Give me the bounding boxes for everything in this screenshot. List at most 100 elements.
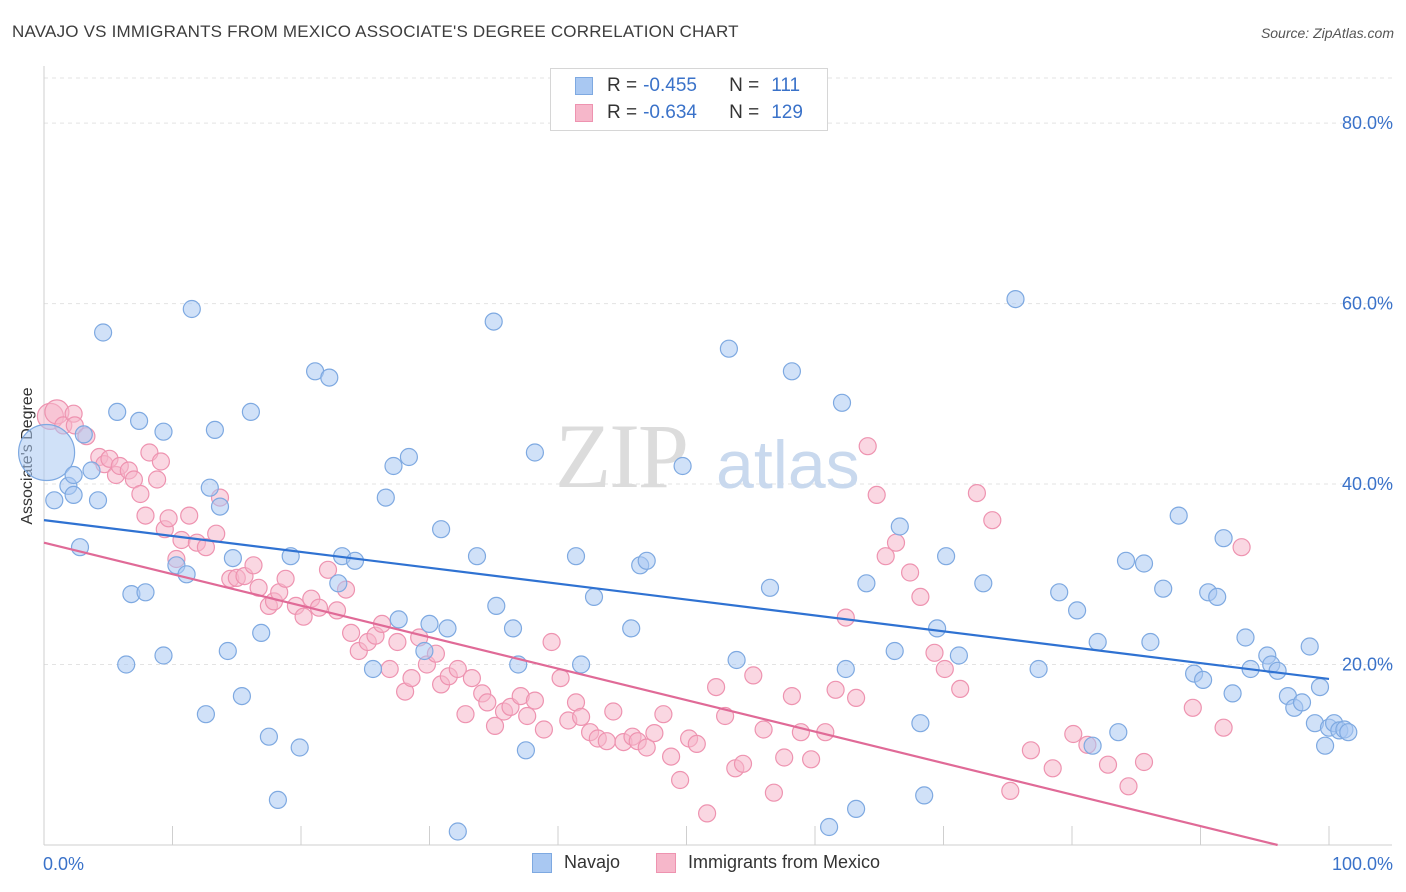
navajo-point [376, 488, 395, 507]
mexico-point [534, 720, 554, 739]
mexico-point [754, 720, 773, 739]
navajo-point [196, 705, 215, 724]
watermark-zip: ZIP [555, 405, 687, 507]
legend-r-label: R = [607, 75, 638, 96]
mexico-point [294, 607, 313, 626]
mexico-point [983, 511, 1002, 530]
legend-n-label: N = [729, 75, 760, 96]
navajo-point [819, 817, 839, 837]
y-tick-label: 80.0% [1342, 113, 1393, 133]
navajo-point [210, 497, 230, 516]
navajo-point [1067, 601, 1087, 620]
legend-n-value-mexico: 129 [771, 102, 803, 123]
mexico-point [935, 659, 954, 679]
mexico-point [276, 569, 295, 588]
mexico-point [462, 668, 481, 688]
mexico-point [485, 716, 505, 736]
legend-n-value-navajo: 111 [771, 75, 801, 96]
navajo-point [363, 659, 383, 679]
y-tick-label: 40.0% [1342, 474, 1393, 494]
navajo-point [1154, 579, 1173, 598]
mexico-point [706, 677, 726, 697]
navajo-point [487, 596, 506, 616]
mexico-point [1119, 777, 1138, 796]
legend-item-mexico[interactable]: Immigrants from Mexico [656, 852, 880, 873]
navajo-point [760, 578, 780, 597]
mexico-point [148, 470, 167, 489]
navajo-point [467, 547, 487, 566]
navajo-point [584, 587, 604, 607]
navajo-point [1339, 723, 1358, 742]
legend-r-label: R = [607, 102, 638, 123]
navajo-point [64, 485, 83, 504]
navajo-point [516, 741, 536, 760]
navajo-point [525, 443, 545, 462]
watermark-atlas: atlas [716, 427, 860, 503]
navajo-trend-line [43, 519, 1330, 681]
navajo-point [1315, 736, 1335, 755]
navajo-point [1169, 506, 1188, 525]
navajo-point [154, 422, 173, 441]
navajo-point [232, 686, 251, 706]
stats-legend: R = -0.455 N = 111 R = -0.634 N = 129 [550, 68, 828, 131]
navajo-point [384, 456, 403, 476]
navajo-point [88, 491, 108, 510]
mexico-point [1183, 698, 1202, 717]
navajo-point [832, 393, 852, 412]
mexico-point [1064, 724, 1083, 744]
navajo-point [200, 478, 219, 497]
trend-lines [43, 519, 1330, 847]
mexico-point [604, 702, 623, 721]
y-tick-label: 60.0% [1342, 294, 1393, 314]
mexico-point [1232, 538, 1251, 557]
mexico-point [136, 506, 155, 525]
navajo-point [329, 574, 348, 593]
navajo-point [17, 423, 76, 482]
legend-item-navajo[interactable]: Navajo [532, 852, 620, 873]
mexico-point [733, 754, 753, 773]
navajo-point [268, 790, 287, 810]
navajo-point [399, 447, 418, 467]
mexico-point [448, 659, 467, 679]
navajo-point [949, 646, 969, 665]
mexico-point [1043, 759, 1062, 778]
navajo-point [936, 547, 956, 566]
mexico-point [518, 706, 537, 726]
navajo-point [64, 465, 83, 485]
navajo-point [389, 610, 408, 629]
mexico-point [1098, 755, 1118, 774]
navajo-point [223, 548, 242, 568]
navajo-point [259, 727, 278, 746]
mexico-point [775, 748, 794, 767]
mexico-point [388, 632, 407, 652]
navajo-point [1208, 587, 1227, 607]
mexico-point [159, 509, 178, 528]
navajo-point [1292, 693, 1312, 712]
navajo-point [915, 786, 934, 805]
navajo-point [252, 623, 271, 643]
navajo-point [673, 456, 692, 476]
mexico-point [551, 668, 570, 688]
x-tick-label-max: 100.0% [1332, 854, 1393, 874]
mexico-point [318, 560, 338, 579]
navajo-point [415, 641, 434, 661]
navajo-point [566, 547, 586, 566]
data-points [17, 290, 1358, 841]
navajo-point [911, 714, 930, 733]
mexico-point [380, 659, 399, 679]
navajo-point [1029, 659, 1048, 679]
legend-n-label: N = [729, 102, 760, 123]
navajo-point [927, 619, 947, 638]
navajo-point [1050, 583, 1069, 602]
legend-r-value-mexico: -0.634 [643, 102, 697, 123]
navajo-point [438, 619, 457, 638]
navajo-point [1193, 670, 1213, 690]
mexico-point [858, 437, 877, 456]
navajo-point [448, 822, 467, 841]
mexico-point [661, 747, 681, 766]
navajo-point [345, 551, 365, 570]
navajo-point [218, 641, 237, 661]
mexico-point [867, 485, 886, 504]
navajo-point [182, 299, 201, 319]
